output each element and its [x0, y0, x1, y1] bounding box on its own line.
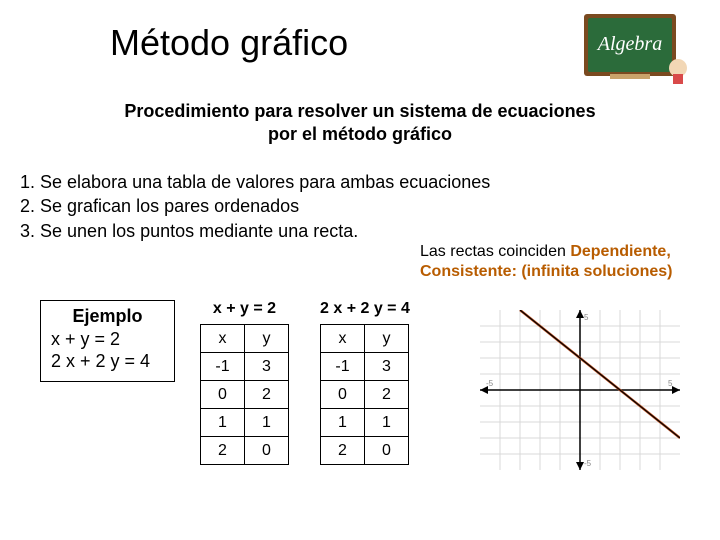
- graph-label-bottom: -5: [584, 459, 592, 468]
- table1-r1x: 0: [201, 381, 245, 409]
- table2-r3x: 2: [321, 437, 365, 465]
- coordinate-graph: 5 -5 5 -5: [480, 310, 680, 470]
- table2-r2x: 1: [321, 409, 365, 437]
- note-line1a: Las rectas coinciden: [420, 243, 570, 260]
- table2-r1x: 0: [321, 381, 365, 409]
- table2-r2y: 1: [365, 409, 409, 437]
- table1-r3x: 2: [201, 437, 245, 465]
- table1-hx: x: [201, 325, 245, 353]
- table1-r2y: 1: [245, 409, 289, 437]
- example-box: Ejemplo x + y = 2 2 x + 2 y = 4: [40, 300, 175, 382]
- graph-label-right: 5: [668, 379, 673, 388]
- table1-hy: y: [245, 325, 289, 353]
- table1-r0x: -1: [201, 353, 245, 381]
- table2-title: 2 x + 2 y = 4: [320, 300, 410, 318]
- table2-r0x: -1: [321, 353, 365, 381]
- classification-note: Las rectas coinciden Dependiente, Consis…: [420, 242, 672, 282]
- table1: xy -13 02 11 20: [200, 324, 289, 465]
- note-solutions: (infinita soluciones): [521, 263, 672, 280]
- table1-title: x + y = 2: [200, 300, 289, 318]
- table2-r1y: 2: [365, 381, 409, 409]
- steps-list: 1. Se elabora una tabla de valores para …: [20, 170, 490, 243]
- table2-hy: y: [365, 325, 409, 353]
- subtitle-line2: por el método gráfico: [268, 124, 452, 144]
- step-1: 1. Se elabora una tabla de valores para …: [20, 170, 490, 194]
- table1-wrap: x + y = 2 xy -13 02 11 20: [200, 300, 289, 465]
- table2: xy -13 02 11 20: [320, 324, 409, 465]
- table2-wrap: 2 x + 2 y = 4 xy -13 02 11 20: [320, 300, 410, 465]
- table1-r1y: 2: [245, 381, 289, 409]
- graph-label-left: -5: [486, 379, 494, 388]
- subtitle-line1: Procedimiento para resolver un sistema d…: [124, 101, 595, 121]
- chalkboard-illustration: Algebra: [580, 8, 690, 86]
- table2-r0y: 3: [365, 353, 409, 381]
- table2-hx: x: [321, 325, 365, 353]
- step-2: 2. Se grafican los pares ordenados: [20, 194, 490, 218]
- table2-r3y: 0: [365, 437, 409, 465]
- table1-r0y: 3: [245, 353, 289, 381]
- example-eq1: x + y = 2: [51, 328, 164, 351]
- table1-r2x: 1: [201, 409, 245, 437]
- step-3: 3. Se unen los puntos mediante una recta…: [20, 219, 490, 243]
- note-consistent: Consistente:: [420, 263, 521, 280]
- chalkboard-text: Algebra: [596, 33, 662, 55]
- example-eq2: 2 x + 2 y = 4: [51, 350, 164, 373]
- example-header: Ejemplo: [51, 305, 164, 328]
- subtitle: Procedimiento para resolver un sistema d…: [0, 100, 720, 145]
- table1-r3y: 0: [245, 437, 289, 465]
- note-dependent: Dependiente,: [570, 243, 670, 260]
- page-title: Método gráfico: [110, 22, 348, 64]
- graph-label-top: 5: [584, 313, 589, 322]
